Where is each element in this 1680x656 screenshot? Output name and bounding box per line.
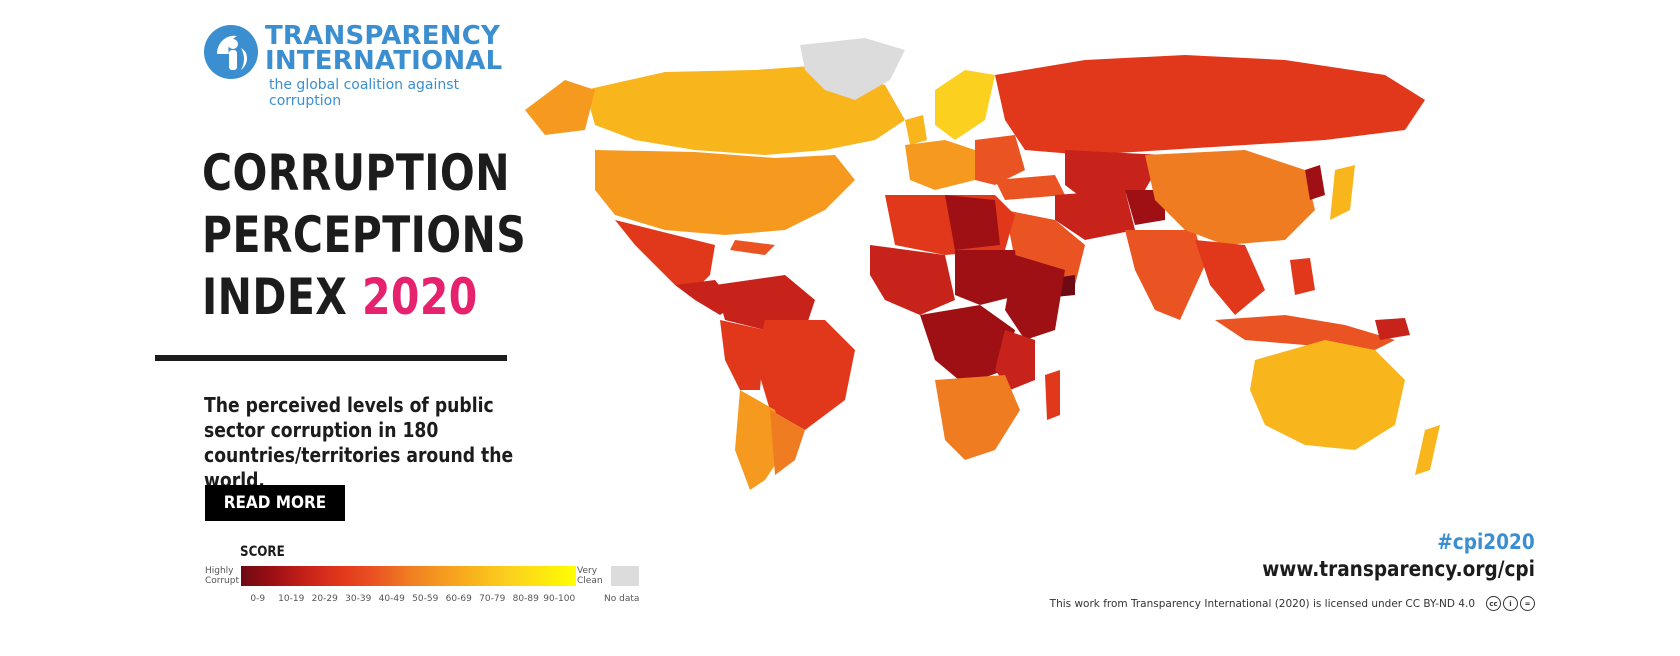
legend-tick: 70-79 [479, 594, 506, 604]
legend-tick: 50-59 [412, 594, 439, 604]
map-region-central-africa [920, 305, 1015, 385]
map-region-mexico [615, 220, 715, 290]
legend-high-label: Very Clean [577, 566, 603, 586]
title-line-3-prefix: INDEX [202, 268, 362, 326]
title-line-2: PERCEPTIONS [202, 206, 527, 264]
map-region-philippines [1290, 258, 1315, 295]
map-region-korea [1305, 165, 1325, 200]
legend-title: SCORE [240, 544, 285, 560]
logo-wordmark: TRANSPARENCY INTERNATIONAL [265, 21, 503, 76]
map-region-new-zealand [1415, 425, 1440, 475]
legend-tick: 90-100 [543, 594, 576, 604]
legend-tick: 60-69 [445, 594, 472, 604]
map-region-south-america-north [715, 275, 815, 330]
map-region-brazil [755, 320, 855, 430]
logo-line-1: TRANSPARENCY [265, 21, 501, 51]
map-region-indonesia [1215, 315, 1395, 350]
website-link[interactable]: www.transparency.org/cpi [1262, 557, 1535, 581]
map-region-western-europe [905, 140, 975, 190]
map-region-caribbean [730, 240, 775, 255]
map-region-turkey [995, 175, 1065, 200]
read-more-label: READ MORE [223, 493, 327, 513]
legend-no-data-label: No data [604, 594, 640, 604]
map-region-india [1125, 230, 1205, 320]
read-more-button[interactable]: READ MORE [205, 485, 345, 521]
map-region-usa [595, 150, 855, 235]
legend-tick: 10-19 [278, 594, 305, 604]
map-region-horn-of-africa [1005, 255, 1065, 340]
map-region-madagascar [1045, 370, 1060, 420]
legend-tick: 20-29 [311, 594, 338, 604]
map-region-scandinavia [935, 70, 995, 140]
map-region-uk [905, 115, 927, 145]
map-region-iran [1055, 190, 1135, 240]
map-region-australia [1250, 340, 1405, 450]
map-region-argentina [770, 410, 805, 475]
title-line-3: INDEX 2020 [202, 266, 526, 328]
map-region-eastern-europe [975, 135, 1025, 185]
map-region-alaska [525, 80, 595, 135]
map-region-southern-africa [935, 375, 1020, 460]
attribution-icon: i [1503, 596, 1518, 611]
map-region-libya [945, 195, 1000, 250]
legend-tick: 0-9 [250, 594, 266, 604]
title-divider [155, 355, 507, 361]
map-region-png [1375, 318, 1410, 340]
page-title: CORRUPTION PERCEPTIONS INDEX 2020 [202, 142, 526, 328]
description-text: The perceived levels of public sector co… [204, 393, 514, 492]
score-legend: SCORE Highly Corrupt Very Clean 0-9 10-1… [205, 540, 645, 620]
world-choropleth-map [525, 38, 1440, 490]
legend-no-data-swatch [611, 566, 639, 586]
map-region-central-asia [1065, 150, 1165, 200]
legend-tick: 80-89 [512, 594, 539, 604]
no-derivatives-icon: = [1520, 596, 1535, 611]
map-region-greenland [800, 38, 905, 100]
license-icons[interactable]: cc i = [1486, 596, 1535, 611]
legend-low-label: Highly Corrupt [205, 566, 239, 586]
map-region-west-africa [870, 245, 955, 315]
title-line-1: CORRUPTION [202, 144, 510, 202]
ti-logo-icon [204, 25, 258, 79]
cc-icon: cc [1486, 596, 1501, 611]
hashtag[interactable]: #cpi2020 [1437, 530, 1535, 554]
map-region-russia [995, 55, 1425, 155]
legend-color-scale [241, 566, 576, 586]
title-year: 2020 [361, 268, 478, 326]
map-region-sudan [955, 250, 1020, 305]
map-region-andes [720, 320, 765, 390]
legend-tick: 40-49 [378, 594, 405, 604]
license-text: This work from Transparency Internationa… [1049, 598, 1475, 610]
legend-ticks: 0-9 10-19 20-29 30-39 40-49 50-59 60-69 … [241, 594, 576, 608]
map-region-china [1145, 150, 1315, 245]
legend-tick: 30-39 [345, 594, 372, 604]
map-region-mainland-se-asia [1195, 240, 1265, 315]
map-region-japan [1330, 165, 1355, 220]
transparency-international-logo[interactable]: TRANSPARENCY INTERNATIONAL the global co… [203, 21, 503, 109]
logo-line-2: INTERNATIONAL [265, 46, 503, 76]
logo-tagline: the global coalition against corruption [269, 77, 460, 109]
